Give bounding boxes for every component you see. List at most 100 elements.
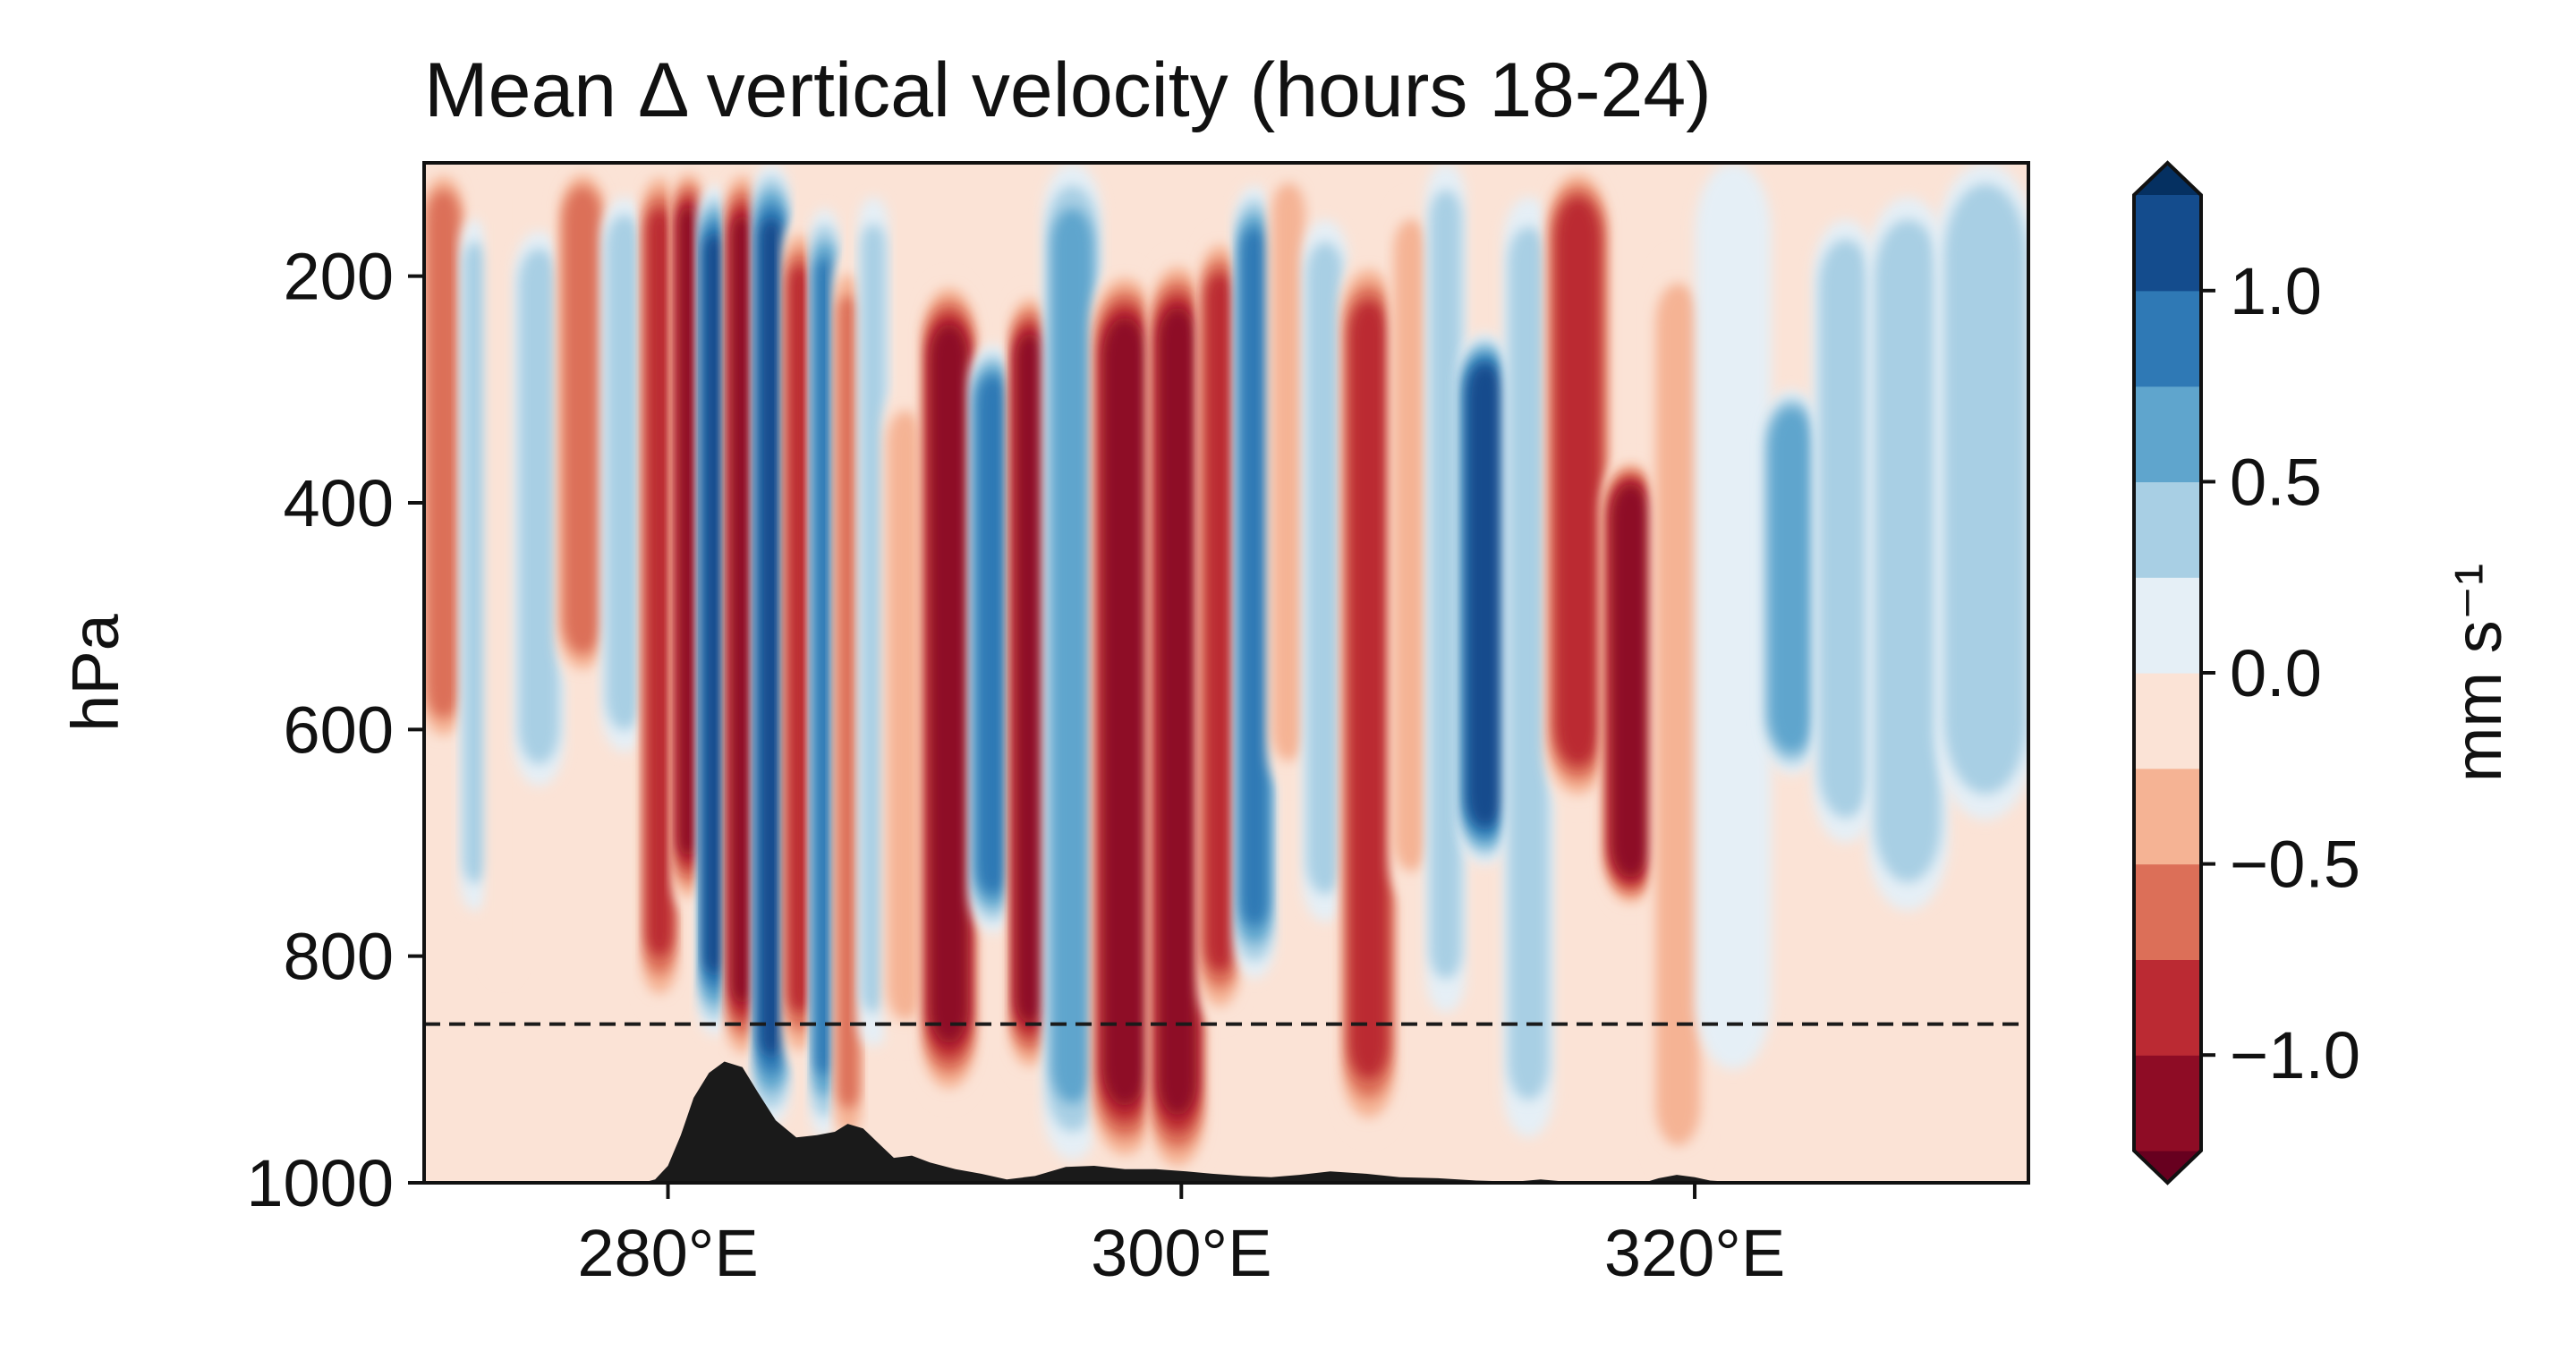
x-tick-label: 300°E <box>1091 1216 1271 1290</box>
contour-level-band <box>426 190 461 719</box>
contour-column <box>1268 163 1309 786</box>
y-tick-label: 400 <box>284 466 394 540</box>
contour-level-band <box>678 206 699 857</box>
contour-column <box>460 219 491 912</box>
colorbar-segment <box>2134 386 2201 482</box>
contour-column <box>882 389 929 1047</box>
colorbar-tick-label: 1.0 <box>2230 254 2322 328</box>
contour-column <box>424 163 466 752</box>
contour-level-band <box>1819 239 1873 819</box>
colorbar-segment <box>2134 577 2201 674</box>
colorbar-segment <box>2134 1055 2201 1151</box>
contour-level-band <box>1875 219 1942 882</box>
contour-level-band <box>518 248 560 764</box>
contour-column <box>673 163 704 911</box>
colorbar-segment <box>2134 290 2201 387</box>
colorbar-label: mm s⁻¹ <box>2441 564 2515 783</box>
contour-column <box>1091 265 1159 1172</box>
contour-column <box>1302 219 1348 922</box>
x-tick-label: 280°E <box>577 1216 758 1290</box>
contour-level-band <box>563 186 602 655</box>
contour-level-band <box>788 265 811 1013</box>
contour-level-band <box>887 410 924 1021</box>
contour-level-band <box>1102 318 1147 1106</box>
contour-level-band <box>861 224 886 1013</box>
contour-level-band <box>606 214 643 730</box>
chart-title: Mean Δ vertical velocity (hours 18-24) <box>424 47 1712 133</box>
y-tick-label: 600 <box>284 692 394 767</box>
contour-column <box>920 276 978 1104</box>
colorbar-frame <box>2132 160 2203 1185</box>
contour-column <box>858 197 888 1047</box>
colorbar-tick-label: 0.0 <box>2230 636 2322 710</box>
x-axis: 280°E 300°E 320°E <box>577 1183 1785 1290</box>
colorbar-segment <box>2134 195 2201 292</box>
y-axis-label: hPa <box>58 613 132 732</box>
colorbar-segment <box>2134 863 2201 960</box>
contour-level-band <box>976 375 1008 895</box>
contour-column <box>1813 219 1878 844</box>
contour-column <box>1235 185 1275 980</box>
contour-level-band <box>1611 483 1650 879</box>
contour-level-band <box>1943 183 2028 794</box>
contour-column <box>1866 197 1949 911</box>
contour-level-band <box>1508 226 1549 1100</box>
contour-column <box>1650 253 1705 1183</box>
contour-level-band <box>1306 242 1344 895</box>
colorbar-segment <box>2134 673 2201 769</box>
contour-column <box>834 253 863 1160</box>
contour-column <box>1760 389 1824 775</box>
plot-area <box>422 161 2030 1185</box>
contour-fill-layer <box>424 163 2028 1183</box>
contour-column <box>1008 287 1051 1081</box>
contour-column <box>1602 457 1660 911</box>
contour-column <box>726 163 760 1070</box>
contour-level-band <box>1016 333 1044 1024</box>
contour-column <box>753 163 789 1126</box>
contour-column <box>970 344 1016 934</box>
y-tick-label: 1000 <box>246 1146 394 1220</box>
contour-column <box>601 197 648 752</box>
contour-level-band <box>815 258 834 1076</box>
colorbar-segment <box>2134 481 2201 578</box>
contour-column <box>1198 231 1241 1024</box>
contour-column <box>1503 197 1554 1138</box>
contour-level-band <box>1240 227 1269 926</box>
colorbar: −1.0 −0.5 0.0 0.5 1.0 <box>2132 160 2360 1185</box>
contour-level-band <box>1554 197 1602 766</box>
contour-column <box>1544 163 1611 809</box>
contour-level-band <box>1348 301 1389 1079</box>
colorbar-extend-low <box>2134 1151 2201 1183</box>
contour-level-band <box>760 218 783 1057</box>
contour-level-band <box>704 234 726 974</box>
contour-column <box>1934 163 2028 820</box>
contour-level-band <box>646 208 673 956</box>
contour-column <box>1148 253 1207 1183</box>
contour-column <box>485 163 521 979</box>
contour-level-band <box>463 242 489 884</box>
contour-level-band <box>1467 363 1503 828</box>
contour-level-band <box>1158 307 1197 1116</box>
y-axis: 200 400 600 800 1000 <box>246 240 424 1220</box>
contour-level-band <box>1393 219 1429 871</box>
y-tick-label: 200 <box>284 240 394 314</box>
contour-column <box>1458 333 1512 866</box>
contour-column <box>1695 163 1772 1070</box>
y-tick-label: 800 <box>284 920 394 994</box>
contour-level-band <box>1429 190 1462 979</box>
contour-level-band <box>837 294 859 1109</box>
colorbar-segment <box>2134 959 2201 1056</box>
contour-level-band <box>485 163 521 979</box>
colorbar-tick-label: −1.0 <box>2230 1018 2360 1092</box>
colorbar-segment <box>2134 768 2201 865</box>
contour-column <box>783 219 816 1070</box>
plot-frame <box>422 161 2030 1185</box>
contour-level-band <box>1695 163 1772 1070</box>
terrain-silhouette <box>424 1061 2028 1183</box>
contour-column <box>514 231 565 786</box>
contour-column <box>1043 163 1101 1160</box>
contour-column <box>1425 163 1466 1013</box>
contour-column <box>699 185 731 1036</box>
